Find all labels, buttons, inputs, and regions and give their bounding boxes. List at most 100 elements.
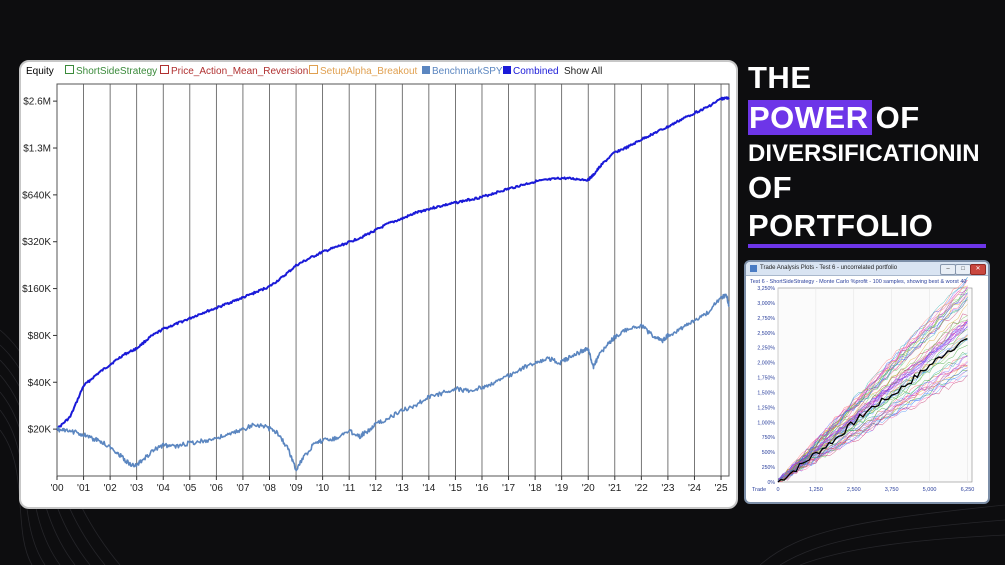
x-tick-label: '02 xyxy=(104,483,117,494)
mc-sample-line xyxy=(777,367,968,483)
maximize-button[interactable]: □ xyxy=(955,264,971,275)
x-tick-label: '12 xyxy=(369,483,382,494)
monte-carlo-window: 3,250% 3,000% 2,750% 2,500% 2,250% 2,000% 1,75… xyxy=(744,260,990,504)
mc-sample-line xyxy=(777,334,968,483)
x-tick-label: '13 xyxy=(396,483,409,494)
y-tick-label: $640K xyxy=(22,190,51,201)
x-tick-label: '19 xyxy=(555,483,568,494)
x-tick-label: '20 xyxy=(582,483,595,494)
mc-sample-line xyxy=(777,369,968,483)
equity-chart-panel: '00 '01 '02 '03 '04 '05 '06 '07 '08 '09 '10 '11 '12 '… xyxy=(19,60,738,509)
x-tick-label: '07 xyxy=(236,483,249,494)
headline-portfolio: PORTFOLIO xyxy=(748,208,934,243)
headline-power: POWER xyxy=(748,100,872,135)
mc-sample-line xyxy=(777,365,968,482)
mc-sample-line xyxy=(777,320,968,481)
mc-y-tick-label: 1,000% xyxy=(757,420,775,426)
mc-sample-line xyxy=(777,285,968,483)
minimize-button[interactable]: – xyxy=(940,264,956,275)
mc-y-tick-label: 1,500% xyxy=(757,390,775,396)
mc-x-tick-label: 6,250 xyxy=(961,487,975,493)
headline-power-line: POWER OF xyxy=(748,100,920,136)
mc-y-tick-label: 2,750% xyxy=(757,316,775,322)
x-tick-label: '14 xyxy=(422,483,435,494)
chart-legend: Equity ShortSideStrategy Price_Action_Me… xyxy=(21,62,736,82)
headline-of-2: OF xyxy=(748,170,793,205)
legend-item-benchmarkspy[interactable]: BenchmarkSPY xyxy=(422,62,503,82)
mc-sample-line xyxy=(777,321,968,483)
mc-sample-line xyxy=(777,286,968,481)
series-line-benchmarkspy xyxy=(56,293,730,472)
mc-x-tick-label: 5,000 xyxy=(923,487,937,493)
mc-sample-line xyxy=(777,304,968,482)
headline-diversification: DIVERSIFICATIONIN xyxy=(748,140,980,167)
monte-carlo-titlebar: Trade Analysis Plots - Test 6 - uncorrel… xyxy=(746,262,988,276)
y-tick-label: $80K xyxy=(28,331,52,342)
mc-y-tick-label: 1,750% xyxy=(757,376,775,382)
y-tick-label: $160K xyxy=(22,284,51,295)
mc-sample-line xyxy=(777,280,968,480)
x-tick-label: '21 xyxy=(608,483,621,494)
x-tick-label: '22 xyxy=(635,483,648,494)
show-all-link[interactable]: Show All xyxy=(564,66,603,77)
headline-the: THE xyxy=(748,60,812,95)
headline-underline xyxy=(748,244,986,248)
x-tick-label: '16 xyxy=(475,483,488,494)
mc-x-tick-label: 1,250 xyxy=(809,487,823,493)
legend-prefix: Equity xyxy=(26,66,54,77)
x-tick-label: '04 xyxy=(157,483,170,494)
mc-x-axis-label: Trade xyxy=(752,487,766,493)
plot-area xyxy=(56,83,730,477)
x-tick-label: '17 xyxy=(502,483,515,494)
mc-sample-line xyxy=(777,338,968,483)
y-tick-label: $320K xyxy=(22,237,51,248)
legend-item-combined[interactable]: Combined xyxy=(503,62,559,82)
x-tick-label: '24 xyxy=(688,483,701,494)
y-tick-label: $2.6M xyxy=(23,97,51,108)
monte-carlo-subtitle: Test 6 - ShortSideStrategy - Monte Carlo… xyxy=(750,279,967,285)
mc-y-tick-label: 2,000% xyxy=(757,361,775,367)
x-tick-label: '05 xyxy=(183,483,196,494)
mc-y-tick-label: 500% xyxy=(762,450,776,456)
legend-item-price-action[interactable]: Price_Action_Mean_Reversion xyxy=(160,62,308,82)
y-tick-label: $40K xyxy=(28,378,52,389)
headline-of: OF xyxy=(875,100,920,135)
app-icon xyxy=(750,265,757,272)
x-tick-label: '01 xyxy=(77,483,90,494)
close-button[interactable]: ✕ xyxy=(970,264,986,275)
x-tick-label: '03 xyxy=(130,483,143,494)
x-tick-label: '15 xyxy=(449,483,462,494)
x-tick-label: '00 xyxy=(50,483,63,494)
legend-item-setupalpha[interactable]: SetupAlpha_Breakout xyxy=(309,62,417,82)
mc-y-tick-label: 0% xyxy=(768,480,776,486)
monte-carlo-window-title: Trade Analysis Plots - Test 6 - uncorrel… xyxy=(760,265,898,271)
y-tick-label: $1.3M xyxy=(23,144,51,155)
mc-sample-line xyxy=(778,355,968,481)
mc-sample-line xyxy=(777,297,968,479)
mc-y-tick-label: 750% xyxy=(762,435,776,441)
mc-y-tick-label: 2,250% xyxy=(757,346,775,352)
mc-sample-line xyxy=(777,279,968,483)
mc-sample-line xyxy=(777,370,968,482)
mc-y-tick-label: 3,000% xyxy=(757,301,775,307)
equity-chart: '00 '01 '02 '03 '04 '05 '06 '07 '08 '09 '10 '11 '12 '… xyxy=(22,83,730,494)
x-tick-label: '08 xyxy=(263,483,276,494)
series-line-combined xyxy=(56,96,730,431)
mc-y-tick-label: 1,250% xyxy=(757,405,775,411)
x-tick-label: '18 xyxy=(529,483,542,494)
monte-carlo-chart: 3,250% 3,000% 2,750% 2,500% 2,250% 2,000% 1,75… xyxy=(752,276,975,493)
mc-sample-line xyxy=(777,328,968,481)
mc-x-tick-label: 2,500 xyxy=(847,487,861,493)
mc-sample-line xyxy=(777,277,968,483)
x-tick-label: '10 xyxy=(316,483,329,494)
mc-median-line xyxy=(777,338,968,483)
x-tick-label: '06 xyxy=(210,483,223,494)
legend-item-shortsidestrategy[interactable]: ShortSideStrategy xyxy=(65,62,157,82)
mc-sample-line xyxy=(777,287,968,483)
x-tick-label: '23 xyxy=(661,483,674,494)
mc-x-tick-label: 3,750 xyxy=(885,487,899,493)
x-tick-label: '09 xyxy=(290,483,303,494)
mc-y-tick-label: 250% xyxy=(762,465,776,471)
mc-x-tick-label: 0 xyxy=(776,487,779,493)
x-tick-label: '25 xyxy=(715,483,728,494)
